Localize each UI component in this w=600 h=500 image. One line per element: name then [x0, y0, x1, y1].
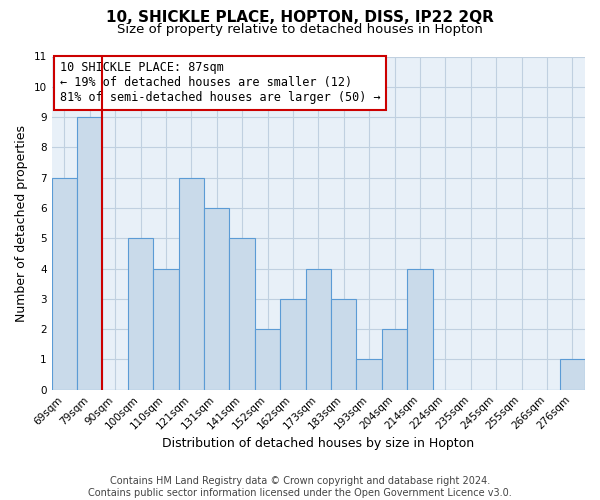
Bar	[153, 268, 179, 390]
X-axis label: Distribution of detached houses by size in Hopton: Distribution of detached houses by size …	[162, 437, 475, 450]
Bar	[255, 329, 280, 390]
Bar	[128, 238, 153, 390]
Bar	[305, 268, 331, 390]
Bar	[229, 238, 255, 390]
Y-axis label: Number of detached properties: Number of detached properties	[15, 124, 28, 322]
Bar	[280, 299, 305, 390]
Bar	[204, 208, 229, 390]
Text: Contains HM Land Registry data © Crown copyright and database right 2024.
Contai: Contains HM Land Registry data © Crown c…	[88, 476, 512, 498]
Text: 10, SHICKLE PLACE, HOPTON, DISS, IP22 2QR: 10, SHICKLE PLACE, HOPTON, DISS, IP22 2Q…	[106, 10, 494, 25]
Text: 10 SHICKLE PLACE: 87sqm
← 19% of detached houses are smaller (12)
81% of semi-de: 10 SHICKLE PLACE: 87sqm ← 19% of detache…	[59, 62, 380, 104]
Bar	[331, 299, 356, 390]
Bar	[356, 360, 382, 390]
Bar	[179, 178, 204, 390]
Bar	[560, 360, 585, 390]
Text: Size of property relative to detached houses in Hopton: Size of property relative to detached ho…	[117, 22, 483, 36]
Bar	[77, 117, 103, 390]
Bar	[407, 268, 433, 390]
Bar	[382, 329, 407, 390]
Bar	[52, 178, 77, 390]
